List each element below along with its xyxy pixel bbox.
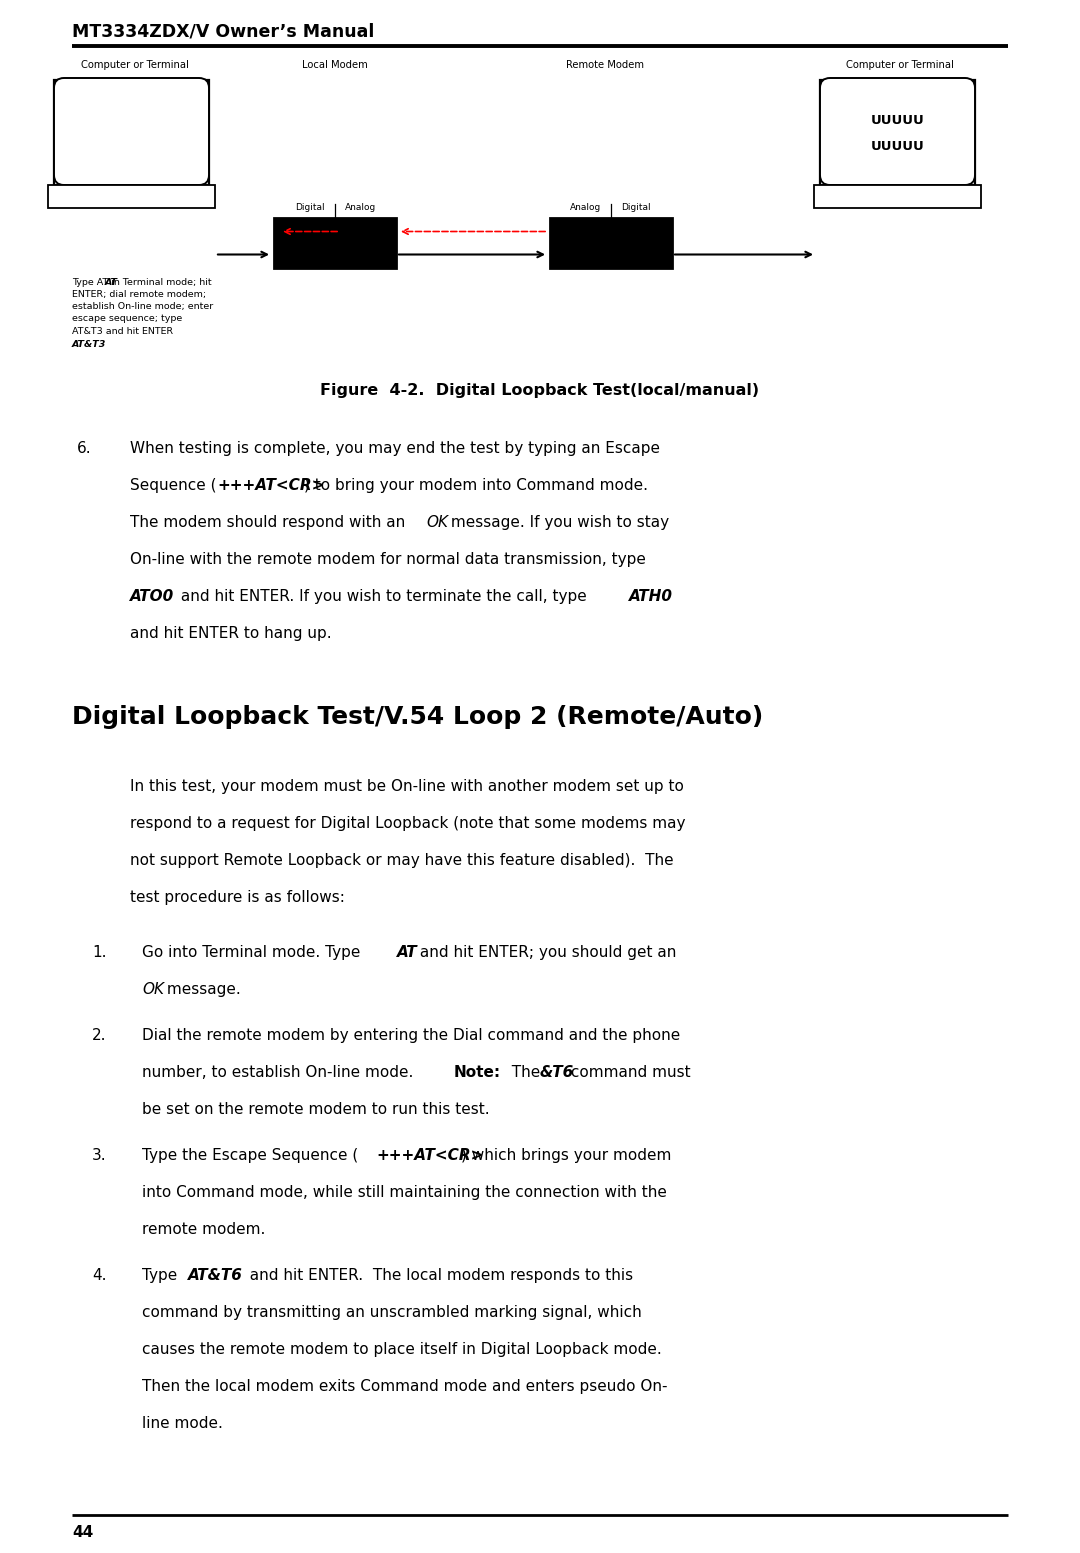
Text: test procedure is as follows:: test procedure is as follows:	[130, 890, 345, 905]
Text: ATH0: ATH0	[629, 589, 673, 604]
Text: Computer or Terminal: Computer or Terminal	[81, 61, 189, 70]
Text: ) which brings your modem: ) which brings your modem	[460, 1148, 671, 1163]
Text: AT&T3: AT&T3	[72, 340, 106, 349]
Text: 6.: 6.	[77, 441, 92, 457]
Text: 4.: 4.	[92, 1267, 107, 1283]
Bar	[814, 185, 981, 208]
Text: be set on the remote modem to run this test.: be set on the remote modem to run this t…	[141, 1103, 489, 1117]
Text: number, to establish On-line mode.: number, to establish On-line mode.	[141, 1065, 418, 1079]
Text: Digital: Digital	[621, 203, 650, 213]
Text: +++AT<CR>: +++AT<CR>	[217, 478, 325, 492]
Text: AT&T6: AT&T6	[188, 1267, 242, 1283]
Bar	[820, 81, 975, 185]
Text: When testing is complete, you may end the test by typing an Escape: When testing is complete, you may end th…	[130, 441, 660, 457]
Bar	[54, 81, 210, 185]
Text: +++AT<CR>: +++AT<CR>	[376, 1148, 484, 1163]
Text: Note:: Note:	[454, 1065, 501, 1079]
Text: command must: command must	[566, 1065, 690, 1079]
Text: and hit ENTER to hang up.: and hit ENTER to hang up.	[130, 626, 332, 641]
Text: The modem should respond with an: The modem should respond with an	[130, 516, 410, 530]
Text: respond to a request for Digital Loopback (note that some modems may: respond to a request for Digital Loopbac…	[130, 815, 686, 831]
Text: 2.: 2.	[92, 1028, 107, 1044]
Text: Analog: Analog	[570, 203, 602, 213]
Text: Analog: Analog	[345, 203, 376, 213]
Text: 44: 44	[72, 1525, 93, 1541]
Text: and hit ENTER; you should get an: and hit ENTER; you should get an	[415, 944, 676, 960]
Text: Local Modem: Local Modem	[302, 61, 368, 70]
Text: ) to bring your modem into Command mode.: ) to bring your modem into Command mode.	[303, 478, 648, 492]
Text: Digital: Digital	[296, 203, 325, 213]
Bar	[274, 217, 396, 269]
Text: not support Remote Loopback or may have this feature disabled).  The: not support Remote Loopback or may have …	[130, 853, 674, 868]
Text: message. If you wish to stay: message. If you wish to stay	[446, 516, 669, 530]
Text: AT: AT	[396, 944, 417, 960]
Text: 1.: 1.	[92, 944, 107, 960]
Text: Digital Loopback Test/V.54 Loop 2 (Remote/Auto): Digital Loopback Test/V.54 Loop 2 (Remot…	[72, 705, 764, 728]
Text: Figure  4-2.  Digital Loopback Test(local/manual): Figure 4-2. Digital Loopback Test(local/…	[321, 384, 759, 398]
Text: Sequence (: Sequence (	[130, 478, 216, 492]
Bar	[48, 185, 215, 208]
Text: MT3334ZDX/V Owner’s Manual: MT3334ZDX/V Owner’s Manual	[72, 22, 375, 40]
Text: &T6: &T6	[540, 1065, 575, 1079]
Text: and hit ENTER. If you wish to terminate the call, type: and hit ENTER. If you wish to terminate …	[175, 589, 591, 604]
Text: UUUUU: UUUUU	[870, 113, 924, 127]
FancyBboxPatch shape	[54, 78, 210, 185]
Text: causes the remote modem to place itself in Digital Loopback mode.: causes the remote modem to place itself …	[141, 1342, 662, 1357]
Text: On-line with the remote modem for normal data transmission, type: On-line with the remote modem for normal…	[130, 551, 646, 567]
Text: OK: OK	[426, 516, 448, 530]
Text: OK: OK	[141, 981, 164, 997]
Text: Computer or Terminal: Computer or Terminal	[846, 61, 954, 70]
Text: Go into Terminal mode. Type: Go into Terminal mode. Type	[141, 944, 365, 960]
Text: into Command mode, while still maintaining the connection with the: into Command mode, while still maintaini…	[141, 1185, 666, 1200]
Text: remote modem.: remote modem.	[141, 1222, 266, 1238]
Text: Dial the remote modem by entering the Dial command and the phone: Dial the remote modem by entering the Di…	[141, 1028, 680, 1044]
Text: 3.: 3.	[92, 1148, 107, 1163]
FancyBboxPatch shape	[820, 78, 975, 185]
Text: line mode.: line mode.	[141, 1416, 222, 1430]
Text: command by transmitting an unscrambled marking signal, which: command by transmitting an unscrambled m…	[141, 1305, 642, 1320]
Text: Type AT in Terminal mode; hit
ENTER; dial remote modem;
establish On-line mode; : Type AT in Terminal mode; hit ENTER; dia…	[72, 278, 213, 335]
Text: ATO0: ATO0	[130, 589, 174, 604]
Text: and hit ENTER.  The local modem responds to this: and hit ENTER. The local modem responds …	[240, 1267, 633, 1283]
Text: AT: AT	[105, 278, 118, 287]
Text: Type: Type	[141, 1267, 183, 1283]
Text: In this test, your modem must be On-line with another modem set up to: In this test, your modem must be On-line…	[130, 780, 684, 794]
Text: Type the Escape Sequence (: Type the Escape Sequence (	[141, 1148, 359, 1163]
Text: UUUUU: UUUUU	[870, 140, 924, 154]
Bar	[550, 217, 672, 269]
Text: Remote Modem: Remote Modem	[566, 61, 644, 70]
Text: message.: message.	[162, 981, 240, 997]
Text: Then the local modem exits Command mode and enters pseudo On-: Then the local modem exits Command mode …	[141, 1379, 667, 1395]
Text: The: The	[501, 1065, 544, 1079]
